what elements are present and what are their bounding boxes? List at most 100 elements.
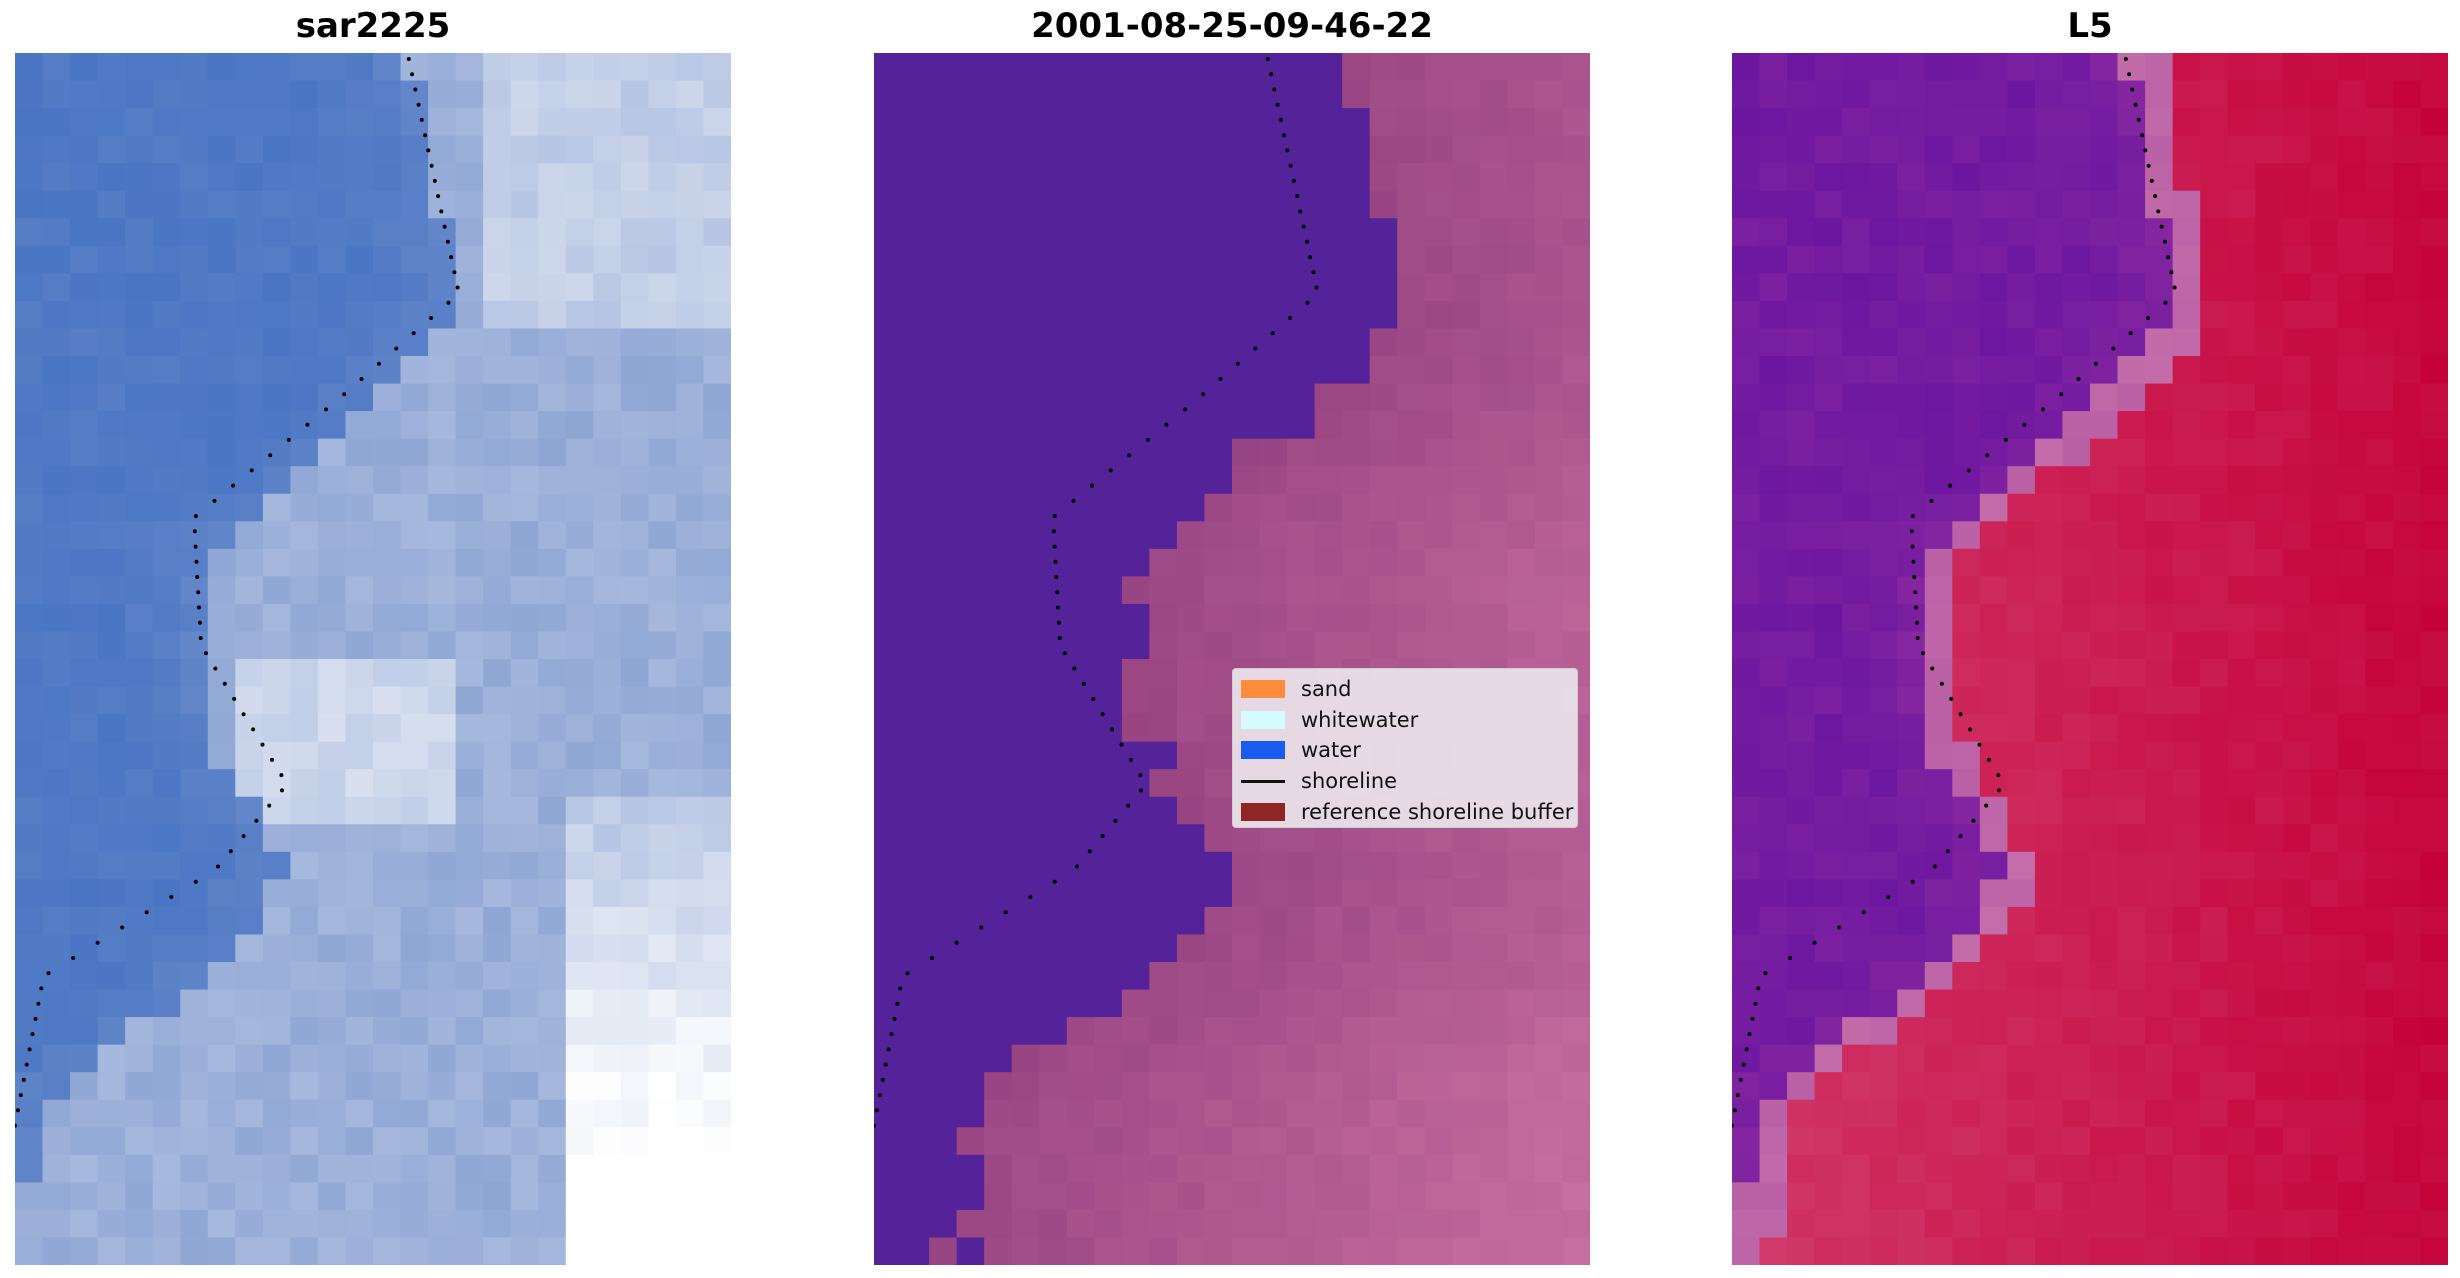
raster-cell [1314, 1099, 1343, 1128]
raster-cell [15, 631, 44, 660]
raster-cell [207, 824, 236, 853]
raster-cell [1952, 190, 1981, 219]
shoreline-point [1305, 300, 1310, 305]
raster-cell [2090, 273, 2119, 302]
raster-cell [2420, 576, 2448, 605]
raster-cell [428, 686, 457, 715]
raster-cell [1066, 1154, 1095, 1183]
raster-cell [1479, 1154, 1508, 1183]
raster-cell [648, 108, 677, 137]
shoreline-point [21, 1077, 26, 1082]
raster-cell [455, 466, 484, 495]
shoreline-point [1987, 757, 1991, 762]
shoreline-point [195, 575, 200, 579]
raster-cell [1149, 245, 1178, 274]
raster-cell [235, 686, 264, 715]
raster-cell [1759, 576, 1788, 605]
raster-cell [510, 53, 539, 82]
raster-cell [2034, 1017, 2064, 1046]
raster-cell [2117, 576, 2146, 605]
raster-cell [2282, 135, 2311, 164]
raster-cell [1342, 989, 1371, 1018]
raster-cell [428, 934, 457, 963]
raster-cell [565, 1237, 594, 1265]
raster-cell [1369, 934, 1398, 963]
raster-cell [901, 356, 930, 385]
raster-cell [125, 962, 154, 991]
raster-cell [2172, 1099, 2201, 1128]
raster-cell [510, 824, 539, 853]
raster-cell [152, 163, 181, 192]
raster-cell [984, 1017, 1013, 1046]
raster-cell [428, 493, 457, 522]
raster-cell [1952, 466, 1981, 495]
raster-cell [2200, 521, 2229, 550]
raster-cell [593, 962, 622, 991]
raster-cell [1479, 879, 1508, 908]
raster-cell [2255, 631, 2284, 660]
raster-cell [2392, 163, 2422, 192]
raster-cell [2145, 493, 2174, 522]
raster-cell [1039, 741, 1068, 770]
raster-cell [929, 521, 958, 550]
raster-cell [180, 218, 209, 247]
raster-cell [455, 1154, 484, 1183]
raster-cell [428, 218, 457, 247]
raster-cell [373, 356, 402, 385]
raster-cell [1204, 1099, 1233, 1128]
raster-cell [1562, 80, 1590, 109]
raster-cell [290, 190, 319, 219]
raster-cell [1924, 493, 1953, 522]
raster-cell [125, 438, 154, 467]
raster-cell [1759, 714, 1788, 743]
raster-cell [1452, 1182, 1481, 1211]
raster-cell [1204, 1154, 1233, 1183]
raster-cell [1424, 906, 1453, 936]
raster-cell [1814, 741, 1843, 770]
raster-cell [1952, 851, 1981, 880]
raster-cell [1369, 411, 1398, 440]
raster-cell [538, 1044, 567, 1073]
raster-cell [1066, 576, 1095, 605]
raster-cell [620, 466, 649, 495]
raster-cell [1979, 411, 2008, 440]
shoreline-point [1914, 620, 1919, 625]
raster-cell [2172, 356, 2201, 385]
shoreline-point [1985, 453, 1990, 458]
raster-cell [2365, 824, 2394, 853]
raster-cell [874, 962, 903, 991]
raster-cell [1759, 879, 1788, 908]
raster-cell [1452, 80, 1481, 109]
raster-cell [1787, 411, 1816, 440]
shoreline-point [36, 1001, 41, 1006]
raster-cell [620, 80, 649, 109]
raster-cell [483, 989, 512, 1018]
raster-cell [1952, 80, 1981, 109]
raster-cell [1897, 493, 1926, 522]
raster-cell [565, 328, 594, 357]
raster-cell [1732, 906, 1761, 936]
raster-cell [1039, 273, 1068, 302]
raster-cell [956, 1182, 985, 1211]
raster-cell [510, 521, 539, 550]
shoreline-point [411, 331, 416, 336]
raster-cell [1979, 108, 2008, 137]
raster-cell [70, 1237, 99, 1265]
raster-cell [2227, 80, 2256, 109]
raster-cell [97, 411, 126, 440]
raster-cell [1204, 824, 1233, 853]
raster-cell [675, 438, 705, 467]
raster-cell [2365, 466, 2394, 495]
raster-cell [1397, 603, 1426, 633]
raster-cell [1979, 714, 2008, 743]
raster-cell [1342, 1017, 1371, 1046]
raster-cell [1507, 493, 1536, 522]
raster-cell [1534, 1099, 1564, 1128]
raster-cell [648, 1044, 677, 1073]
raster-cell [901, 1209, 930, 1239]
raster-cell [152, 631, 181, 660]
raster-cell [125, 521, 154, 550]
raster-cell [1149, 356, 1178, 385]
raster-cell [565, 1072, 594, 1101]
raster-cell [510, 934, 539, 963]
